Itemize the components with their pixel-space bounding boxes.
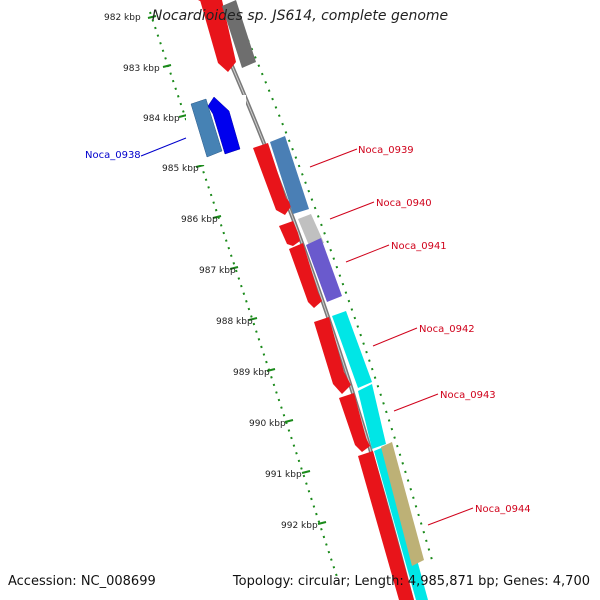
kbp-ticks [147, 15, 327, 525]
accession-text: Accession: NC_008699 [8, 574, 156, 589]
gene-top-grey [222, 0, 256, 68]
map-title: Nocardioides sp. JS614, complete genome [151, 8, 449, 24]
gene-noca-0943-red [339, 393, 370, 452]
kbp-label-991: 991 kbp [265, 470, 302, 480]
callout-lines [140, 137, 474, 526]
gene-noca-0942-red [314, 317, 351, 394]
gene-label-noca-0944[interactable]: Noca_0944 [475, 504, 531, 515]
kbp-label-992: 992 kbp [281, 521, 318, 531]
ruler-inner [149, 11, 339, 581]
gene-noca-0940-grey [298, 214, 324, 248]
ruler-outer [247, 39, 433, 561]
gene-top-red-top [198, 0, 210, 6]
gene-noca-0939-red [253, 143, 292, 215]
gene-noca-0939-blue [270, 136, 309, 214]
kbp-label-984: 984 kbp [143, 114, 180, 124]
gene-top-red [200, 0, 236, 72]
kbp-label-986: 986 kbp [181, 215, 218, 225]
gene-noca-0944-red [358, 451, 414, 600]
gene-label-noca-0943[interactable]: Noca_0943 [440, 390, 496, 401]
kbp-label-989: 989 kbp [233, 368, 270, 378]
gene-noca-0938-arrow [207, 96, 241, 155]
gene-noca-0942-cyan [332, 311, 372, 388]
gene-label-noca-0942[interactable]: Noca_0942 [419, 324, 475, 335]
kbp-label-988: 988 kbp [216, 317, 253, 327]
kbp-label-990: 990 kbp [249, 419, 286, 429]
gene-label-noca-0938[interactable]: Noca_0938 [85, 150, 141, 161]
gene-noca-0941-purple [306, 238, 342, 302]
gene-noca-0944-tan [381, 442, 424, 566]
gene-noca-0938-feature [190, 98, 223, 158]
topology-text: Topology: circular; Length: 4,985,871 bp… [232, 574, 590, 589]
gene-label-noca-0941[interactable]: Noca_0941 [391, 241, 447, 252]
kbp-labels: 982 kbp 983 kbp 984 kbp 985 kbp 986 kbp … [104, 13, 318, 531]
kbp-label-982: 982 kbp [104, 13, 141, 23]
gene-noca-0940-red [279, 221, 300, 246]
gene-label-noca-0939[interactable]: Noca_0939 [358, 145, 414, 156]
gene-label-noca-0940[interactable]: Noca_0940 [376, 198, 432, 209]
gene-noca-0941-red [289, 243, 322, 308]
kbp-label-987: 987 kbp [199, 266, 236, 276]
kbp-label-985: 985 kbp [162, 164, 199, 174]
gene-noca-0943-cyan [358, 384, 386, 449]
kbp-label-983: 983 kbp [123, 64, 160, 74]
